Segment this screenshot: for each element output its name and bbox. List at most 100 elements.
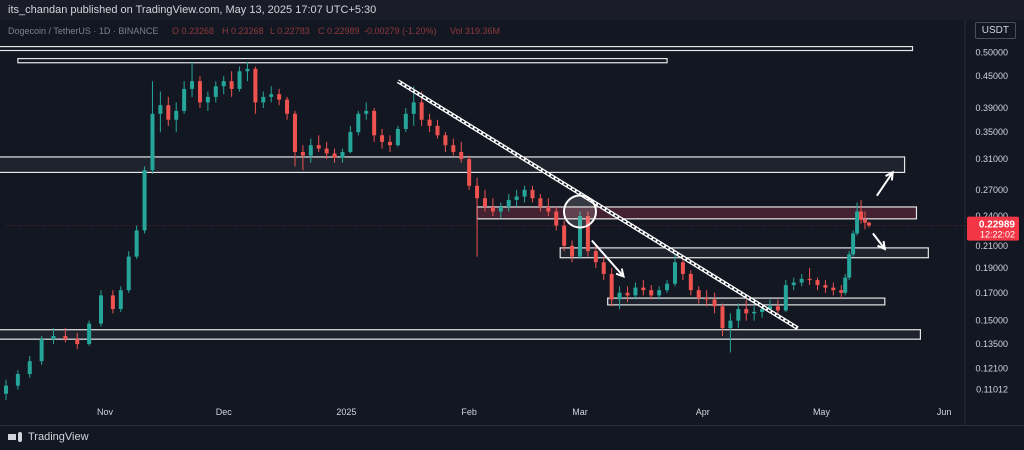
- candle-body: [728, 320, 733, 329]
- candle-body: [554, 211, 559, 226]
- candle-body: [427, 119, 432, 126]
- publisher-text: its_chandan published on TradingView.com…: [8, 4, 377, 16]
- legend-symbol: Dogecoin / TetherUS · 1D · BINANCE: [8, 26, 158, 36]
- candle-body: [142, 170, 147, 231]
- arrow-shaft: [876, 171, 894, 197]
- candle-body: [562, 225, 567, 246]
- x-tick-label: Jun: [937, 407, 952, 417]
- candle-body: [205, 96, 210, 103]
- time-axis: Nov Dec 2025 Feb Mar Apr May Jun: [97, 407, 951, 417]
- candle-body: [237, 71, 242, 89]
- candle-body: [261, 96, 266, 103]
- candle-body: [843, 277, 848, 293]
- candle-body: [166, 105, 171, 120]
- candles: [4, 61, 871, 400]
- candle-body: [855, 211, 860, 234]
- candle-body: [158, 105, 163, 114]
- legend-high: H 0.23268: [222, 26, 264, 36]
- candle-body: [395, 128, 400, 146]
- candle-body: [292, 113, 297, 153]
- y-tick-label: 0.15000: [975, 316, 1008, 326]
- candle-body: [680, 262, 685, 274]
- candle-body: [570, 245, 575, 257]
- candle-body: [752, 311, 757, 314]
- candle-body: [862, 219, 867, 223]
- zone-box: [0, 156, 906, 174]
- candle-body: [475, 185, 480, 199]
- legend-volume: Vol 319.36M: [450, 26, 500, 36]
- zone-box: [17, 57, 668, 64]
- tradingview-logo[interactable]: TradingView: [8, 426, 89, 448]
- candle-body: [380, 135, 385, 142]
- candle-body: [277, 94, 282, 100]
- candle-body: [482, 198, 487, 207]
- candle-body: [791, 282, 796, 286]
- y-tick-label: 0.27000: [975, 185, 1008, 195]
- y-tick-label: 0.11012: [976, 384, 1008, 394]
- candle-body: [150, 113, 155, 171]
- currency-badge[interactable]: USDT: [974, 22, 1016, 39]
- ohlc-legend: Dogecoin / TetherUS · 1D · BINANCE O 0.2…: [8, 26, 500, 36]
- candle-body: [688, 273, 693, 291]
- x-tick-label: Apr: [696, 407, 710, 417]
- candle-body: [665, 283, 670, 291]
- candle-body: [126, 256, 131, 291]
- candle-body: [823, 285, 828, 288]
- candle-body: [530, 189, 535, 199]
- candle-body: [15, 374, 20, 386]
- candle-body: [403, 113, 408, 129]
- candle-body: [51, 335, 56, 340]
- candle-body: [182, 88, 187, 111]
- candle-body: [110, 295, 115, 310]
- candle-body: [190, 81, 195, 89]
- candle-body: [720, 306, 725, 329]
- candle-body: [851, 233, 856, 255]
- candle-body: [356, 113, 361, 133]
- price-chart[interactable]: Dogecoin / TetherUS · 1D · BINANCE O 0.2…: [0, 20, 1024, 425]
- candle-body: [332, 153, 337, 158]
- arrow-head-icon: [615, 268, 625, 278]
- candle-body: [459, 152, 464, 160]
- candle-body: [712, 299, 717, 307]
- candle-body: [118, 290, 123, 310]
- candle-body: [221, 81, 226, 87]
- candle-body: [316, 145, 321, 149]
- candle-body: [174, 110, 179, 120]
- y-tick-label: 0.45000: [975, 71, 1008, 81]
- candle-body: [134, 230, 139, 257]
- candle-body: [506, 199, 511, 207]
- candle-body: [372, 110, 377, 136]
- candle-body: [348, 132, 353, 153]
- candle-body: [300, 152, 305, 156]
- candle-body: [799, 278, 804, 283]
- candle-body: [411, 102, 416, 114]
- candle-body: [847, 254, 852, 278]
- candle-body: [419, 102, 424, 120]
- candle-body: [815, 280, 820, 286]
- candle-body: [538, 198, 543, 207]
- y-tick-label: 0.39000: [975, 103, 1008, 113]
- legend-low: L 0.22783: [270, 26, 310, 36]
- candle-body: [767, 306, 772, 310]
- candle-body: [387, 141, 392, 146]
- candle-body: [617, 292, 622, 300]
- publisher-bar: its_chandan published on TradingView.com…: [0, 0, 1024, 20]
- y-tick-label: 0.31000: [975, 154, 1008, 164]
- candle-body: [39, 339, 44, 362]
- candle-body: [364, 110, 369, 114]
- bar-countdown: 12:22:02: [980, 230, 1015, 240]
- candle-body: [467, 159, 472, 186]
- candle-body: [451, 145, 456, 153]
- arrow-shaft: [591, 239, 625, 278]
- candle-body: [760, 309, 765, 312]
- candle-body: [522, 189, 527, 197]
- x-tick-label: May: [813, 407, 831, 417]
- candle-body: [197, 81, 202, 103]
- candle-body: [641, 287, 646, 291]
- tradingview-brand: TradingView: [28, 431, 89, 443]
- zone-box: [559, 247, 929, 259]
- candle-body: [245, 68, 250, 72]
- candle-body: [443, 135, 448, 146]
